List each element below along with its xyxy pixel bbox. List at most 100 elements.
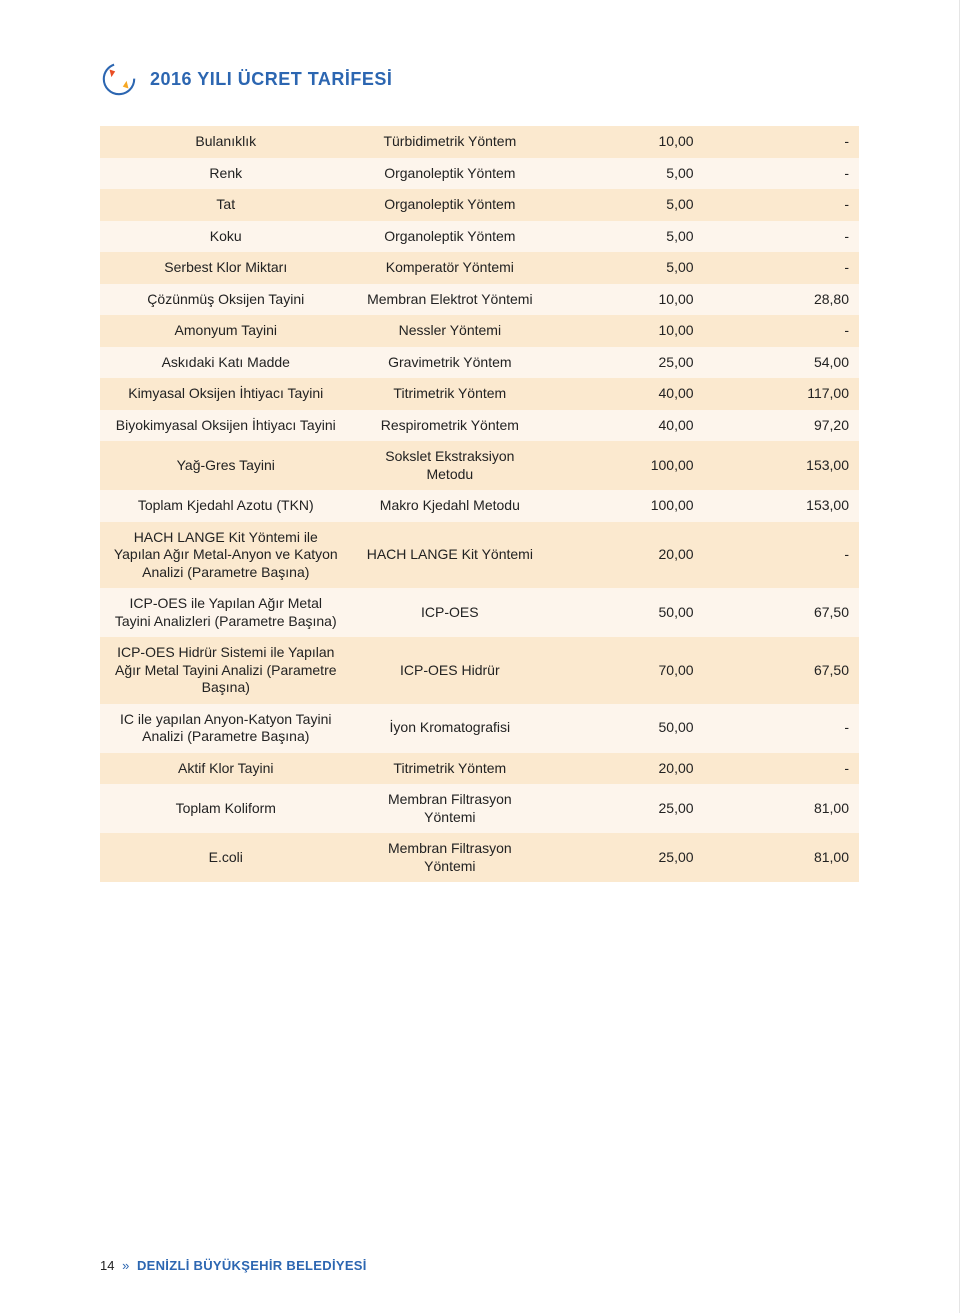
price2-cell: - [704, 189, 859, 221]
price2-cell: - [704, 221, 859, 253]
method-cell: Makro Kjedahl Metodu [352, 490, 549, 522]
table-row: Toplam KoliformMembran Filtrasyon Yöntem… [100, 784, 859, 833]
footer-org: DENİZLİ BÜYÜKŞEHİR BELEDİYESİ [137, 1258, 367, 1273]
price1-cell: 40,00 [548, 378, 703, 410]
price2-cell: - [704, 704, 859, 753]
price1-cell: 40,00 [548, 410, 703, 442]
price2-cell: 67,50 [704, 637, 859, 704]
param-cell: HACH LANGE Kit Yöntemi ile Yapılan Ağır … [100, 522, 352, 589]
table-row: ICP-OES ile Yapılan Ağır Metal Tayini An… [100, 588, 859, 637]
method-cell: Titrimetrik Yöntem [352, 378, 549, 410]
param-cell: E.coli [100, 833, 352, 882]
table-row: Serbest Klor MiktarıKomperatör Yöntemi5,… [100, 252, 859, 284]
footer-separator: » [122, 1258, 129, 1273]
table-row: KokuOrganoleptik Yöntem5,00- [100, 221, 859, 253]
method-cell: Sokslet Ekstraksiyon Metodu [352, 441, 549, 490]
param-cell: IC ile yapılan Anyon-Katyon Tayini Anali… [100, 704, 352, 753]
price1-cell: 50,00 [548, 588, 703, 637]
table-row: Askıdaki Katı MaddeGravimetrik Yöntem25,… [100, 347, 859, 379]
price1-cell: 20,00 [548, 522, 703, 589]
param-cell: Kimyasal Oksijen İhtiyacı Tayini [100, 378, 352, 410]
price2-cell: - [704, 126, 859, 158]
price2-cell: - [704, 522, 859, 589]
method-cell: Titrimetrik Yöntem [352, 753, 549, 785]
price2-cell: 54,00 [704, 347, 859, 379]
table-row: BulanıklıkTürbidimetrik Yöntem10,00- [100, 126, 859, 158]
table-row: Yağ-Gres TayiniSokslet Ekstraksiyon Meto… [100, 441, 859, 490]
municipality-logo-icon [100, 60, 138, 98]
price1-cell: 5,00 [548, 189, 703, 221]
param-cell: Amonyum Tayini [100, 315, 352, 347]
price2-cell: - [704, 315, 859, 347]
param-cell: Bulanıklık [100, 126, 352, 158]
price1-cell: 10,00 [548, 315, 703, 347]
method-cell: Nessler Yöntemi [352, 315, 549, 347]
method-cell: Gravimetrik Yöntem [352, 347, 549, 379]
page: 2016 YILI ÜCRET TARİFESİ BulanıklıkTürbi… [0, 0, 960, 1313]
table-row: RenkOrganoleptik Yöntem5,00- [100, 158, 859, 190]
price2-cell: 81,00 [704, 833, 859, 882]
price1-cell: 5,00 [548, 158, 703, 190]
page-title: 2016 YILI ÜCRET TARİFESİ [150, 69, 392, 90]
price1-cell: 10,00 [548, 126, 703, 158]
price2-cell: 67,50 [704, 588, 859, 637]
table-row: Biyokimyasal Oksijen İhtiyacı TayiniResp… [100, 410, 859, 442]
param-cell: Renk [100, 158, 352, 190]
param-cell: Toplam Kjedahl Azotu (TKN) [100, 490, 352, 522]
table-row: ICP-OES Hidrür Sistemi ile Yapılan Ağır … [100, 637, 859, 704]
price1-cell: 5,00 [548, 252, 703, 284]
method-cell: Organoleptik Yöntem [352, 158, 549, 190]
param-cell: ICP-OES Hidrür Sistemi ile Yapılan Ağır … [100, 637, 352, 704]
price1-cell: 20,00 [548, 753, 703, 785]
table-row: Kimyasal Oksijen İhtiyacı TayiniTitrimet… [100, 378, 859, 410]
param-cell: Koku [100, 221, 352, 253]
param-cell: ICP-OES ile Yapılan Ağır Metal Tayini An… [100, 588, 352, 637]
price2-cell: 81,00 [704, 784, 859, 833]
param-cell: Aktif Klor Tayini [100, 753, 352, 785]
price1-cell: 25,00 [548, 347, 703, 379]
method-cell: ICP-OES [352, 588, 549, 637]
method-cell: Türbidimetrik Yöntem [352, 126, 549, 158]
param-cell: Askıdaki Katı Madde [100, 347, 352, 379]
price2-cell: 28,80 [704, 284, 859, 316]
price2-cell: 153,00 [704, 441, 859, 490]
table-row: Çözünmüş Oksijen TayiniMembran Elektrot … [100, 284, 859, 316]
price1-cell: 25,00 [548, 833, 703, 882]
method-cell: Membran Filtrasyon Yöntemi [352, 833, 549, 882]
price2-cell: 153,00 [704, 490, 859, 522]
param-cell: Çözünmüş Oksijen Tayini [100, 284, 352, 316]
price1-cell: 5,00 [548, 221, 703, 253]
method-cell: ICP-OES Hidrür [352, 637, 549, 704]
table-row: HACH LANGE Kit Yöntemi ile Yapılan Ağır … [100, 522, 859, 589]
param-cell: Toplam Koliform [100, 784, 352, 833]
price1-cell: 10,00 [548, 284, 703, 316]
price1-cell: 70,00 [548, 637, 703, 704]
table-row: TatOrganoleptik Yöntem5,00- [100, 189, 859, 221]
table-row: IC ile yapılan Anyon-Katyon Tayini Anali… [100, 704, 859, 753]
method-cell: İyon Kromatografisi [352, 704, 549, 753]
table-row: Aktif Klor TayiniTitrimetrik Yöntem20,00… [100, 753, 859, 785]
param-cell: Tat [100, 189, 352, 221]
price2-cell: 117,00 [704, 378, 859, 410]
price1-cell: 25,00 [548, 784, 703, 833]
table-row: Amonyum TayiniNessler Yöntemi10,00- [100, 315, 859, 347]
price1-cell: 100,00 [548, 441, 703, 490]
price2-cell: - [704, 158, 859, 190]
page-number: 14 [100, 1258, 114, 1273]
method-cell: Membran Elektrot Yöntemi [352, 284, 549, 316]
param-cell: Yağ-Gres Tayini [100, 441, 352, 490]
tariff-table: BulanıklıkTürbidimetrik Yöntem10,00-Renk… [100, 126, 859, 882]
param-cell: Serbest Klor Miktarı [100, 252, 352, 284]
price2-cell: 97,20 [704, 410, 859, 442]
method-cell: Komperatör Yöntemi [352, 252, 549, 284]
method-cell: Organoleptik Yöntem [352, 221, 549, 253]
method-cell: Respirometrik Yöntem [352, 410, 549, 442]
method-cell: HACH LANGE Kit Yöntemi [352, 522, 549, 589]
table-row: Toplam Kjedahl Azotu (TKN)Makro Kjedahl … [100, 490, 859, 522]
price2-cell: - [704, 252, 859, 284]
method-cell: Membran Filtrasyon Yöntemi [352, 784, 549, 833]
price1-cell: 50,00 [548, 704, 703, 753]
table-row: E.coliMembran Filtrasyon Yöntemi25,0081,… [100, 833, 859, 882]
param-cell: Biyokimyasal Oksijen İhtiyacı Tayini [100, 410, 352, 442]
price1-cell: 100,00 [548, 490, 703, 522]
